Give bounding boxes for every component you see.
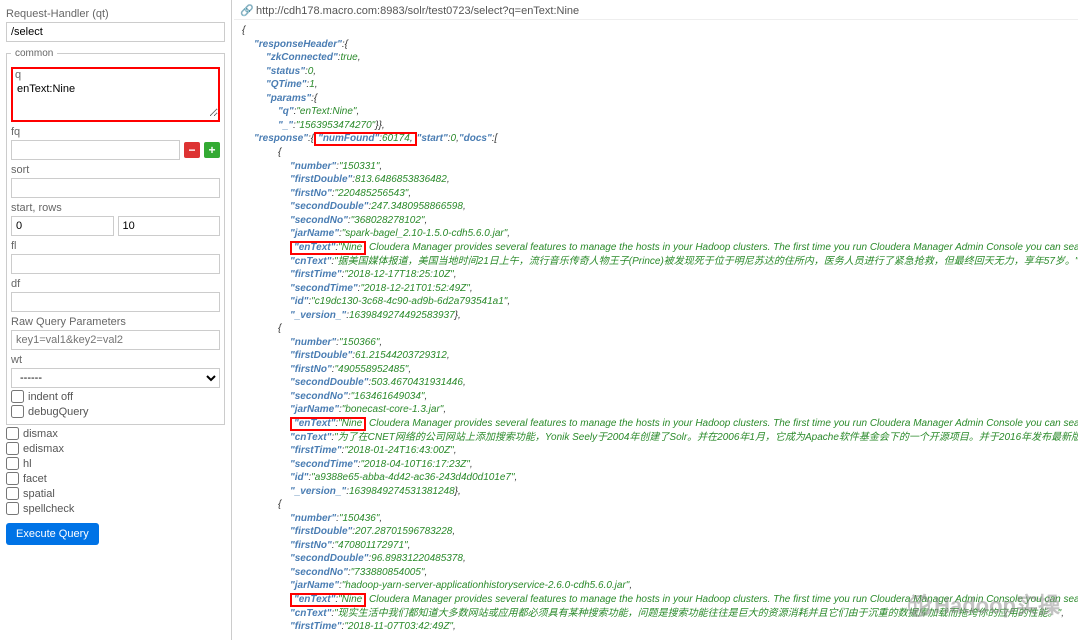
raw-label: Raw Query Parameters xyxy=(11,316,220,328)
rh-input[interactable] xyxy=(6,22,225,42)
fl-input[interactable] xyxy=(11,254,220,274)
rows-input[interactable] xyxy=(118,216,221,236)
q-input[interactable]: enText:Nine xyxy=(13,81,218,117)
common-fieldset: common q enText:Nine fq − + sort start, … xyxy=(6,48,225,425)
common-legend: common xyxy=(11,48,57,59)
execute-query-button[interactable]: Execute Query xyxy=(6,523,99,545)
url-bar: 🔗 http://cdh178.macro.com:8983/solr/test0… xyxy=(234,2,1078,20)
debug-row[interactable]: debugQuery xyxy=(11,405,220,418)
facet-checkbox[interactable] xyxy=(6,472,19,485)
request-url[interactable]: http://cdh178.macro.com:8983/solr/test07… xyxy=(256,5,579,17)
q-label: q xyxy=(15,69,216,81)
fq-input[interactable] xyxy=(11,140,180,160)
edismax-checkbox[interactable] xyxy=(6,442,19,455)
dismax-row[interactable]: dismax xyxy=(6,427,225,440)
hl-checkbox[interactable] xyxy=(6,457,19,470)
sort-input[interactable] xyxy=(11,178,220,198)
spatial-checkbox[interactable] xyxy=(6,487,19,500)
dismax-checkbox[interactable] xyxy=(6,427,19,440)
fq-remove-button[interactable]: − xyxy=(184,142,200,158)
spellcheck-row[interactable]: spellcheck xyxy=(6,502,225,515)
edismax-row[interactable]: edismax xyxy=(6,442,225,455)
sort-label: sort xyxy=(11,164,220,176)
df-label: df xyxy=(11,278,220,290)
fl-label: fl xyxy=(11,240,220,252)
indent-checkbox[interactable] xyxy=(11,390,24,403)
wt-select[interactable]: ------ xyxy=(11,368,220,388)
raw-input[interactable] xyxy=(11,330,220,350)
start-input[interactable] xyxy=(11,216,114,236)
indent-row[interactable]: indent off xyxy=(11,390,220,403)
spellcheck-checkbox[interactable] xyxy=(6,502,19,515)
debug-checkbox[interactable] xyxy=(11,405,24,418)
wt-label: wt xyxy=(11,354,220,366)
json-response: {"responseHeader":{"zkConnected":true,"s… xyxy=(234,20,1078,638)
fq-add-button[interactable]: + xyxy=(204,142,220,158)
facet-row[interactable]: facet xyxy=(6,472,225,485)
spatial-row[interactable]: spatial xyxy=(6,487,225,500)
q-highlight-box: q enText:Nine xyxy=(11,67,220,122)
response-panel: 🔗 http://cdh178.macro.com:8983/solr/test0… xyxy=(232,0,1080,640)
link-icon: 🔗 xyxy=(240,4,252,14)
rh-label: Request-Handler (qt) xyxy=(6,8,225,20)
fq-label: fq xyxy=(11,126,220,138)
hl-row[interactable]: hl xyxy=(6,457,225,470)
start-label: start, rows xyxy=(11,202,220,214)
df-input[interactable] xyxy=(11,292,220,312)
query-form-panel: Request-Handler (qt) common q enText:Nin… xyxy=(0,0,232,640)
watermark: 论Hadoop实操 xyxy=(908,588,1060,620)
